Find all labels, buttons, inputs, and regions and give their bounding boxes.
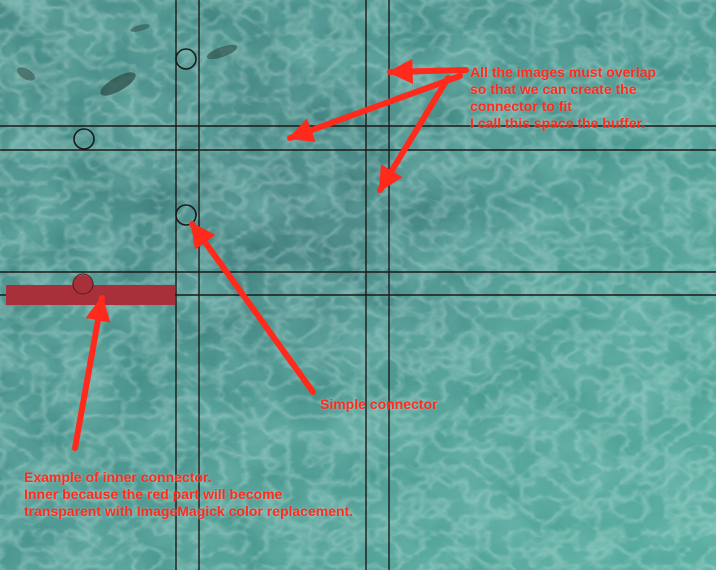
arrow-buffer-3 (377, 75, 451, 193)
connector-circle (175, 48, 197, 70)
inner-connector-outline (72, 273, 94, 295)
buffer-note-line: so that we can create the (470, 81, 637, 97)
inner-connector-knob (72, 275, 94, 286)
inner-connector-note-line: Example of inner connector. (24, 469, 212, 485)
arrow-simple-connector (189, 221, 316, 395)
connector-circle (73, 128, 95, 150)
buffer-note-line: All the images must overlap (470, 64, 656, 80)
arrow-buffer-2 (287, 73, 463, 143)
buffer-note-line: I call this space the buffer. (470, 115, 646, 131)
simple-connector-note: Simple connector (320, 396, 437, 413)
connector-circle (175, 204, 197, 226)
buffer-note-line: connector to fit (470, 98, 572, 114)
simple-connector-label: Simple connector (320, 396, 438, 412)
buffer-note: All the images must overlap so that we c… (470, 64, 656, 132)
inner-connector-note-line: transparent with ImageMagick color repla… (24, 503, 354, 519)
arrow-inner-connector (72, 295, 111, 451)
inner-connector-note: Example of inner connector. Inner becaus… (24, 469, 353, 520)
inner-connector-bar (6, 285, 175, 305)
inner-connector-note-line: Inner because the red part will become (24, 486, 283, 502)
arrow-buffer-1 (387, 58, 469, 84)
